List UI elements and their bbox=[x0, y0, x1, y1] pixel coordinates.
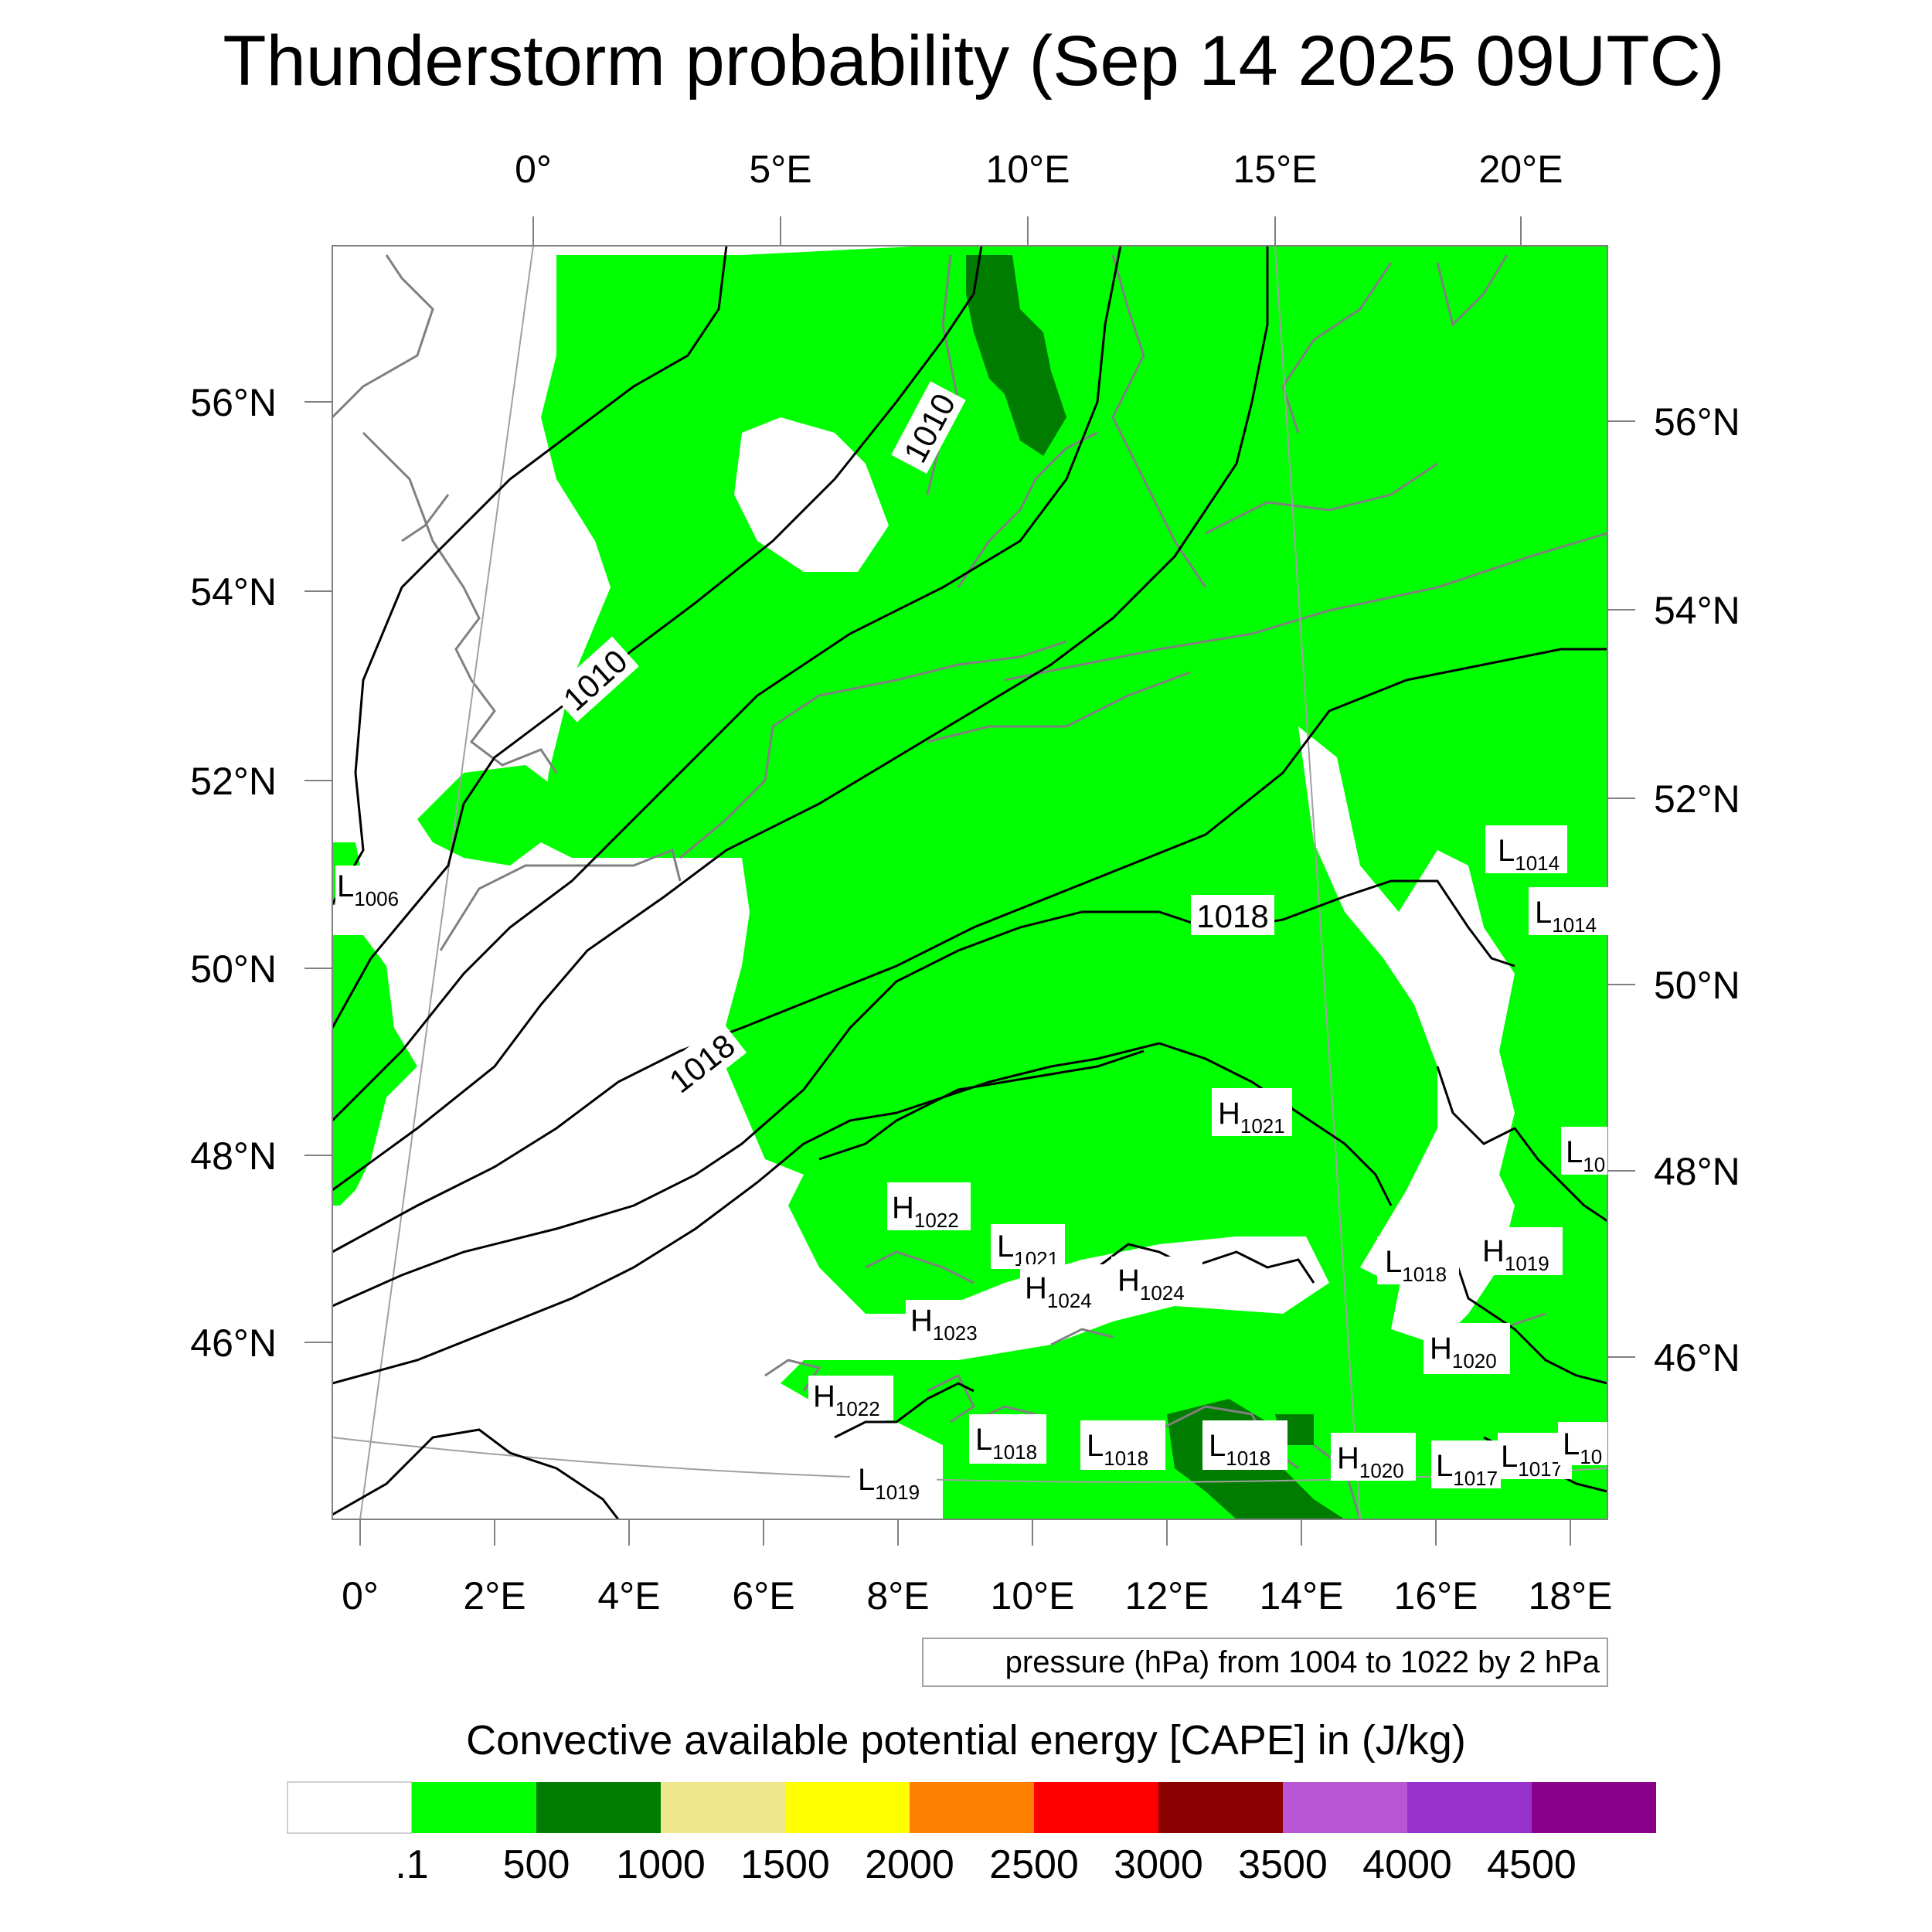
pressure-center: H1020 bbox=[1430, 1332, 1497, 1372]
tick-marks bbox=[304, 216, 1635, 1546]
colorbar-tick-label: .1 bbox=[395, 1842, 428, 1887]
right-lat-label: 46°N bbox=[1654, 1336, 1740, 1379]
pressure-center: L1019 bbox=[858, 1463, 920, 1504]
cape-gap-east bbox=[1298, 726, 1515, 1283]
left-lat-label: 50°N bbox=[190, 947, 277, 991]
colorbar-swatch bbox=[1158, 1782, 1283, 1833]
left-lat-labels: 56°N 54°N 52°N 50°N 48°N 46°N bbox=[190, 381, 277, 1365]
top-lon-label: 5°E bbox=[749, 148, 811, 191]
right-lat-label: 48°N bbox=[1654, 1150, 1740, 1193]
pressure-center: H1021 bbox=[1218, 1097, 1285, 1138]
colorbar-swatch bbox=[661, 1782, 785, 1833]
left-lat-label: 54°N bbox=[190, 570, 277, 614]
map-plot-area bbox=[332, 246, 1607, 1519]
cape-region-high-north bbox=[966, 255, 1066, 456]
pressure-center: L1018 bbox=[975, 1423, 1037, 1464]
colorbar-tick-label: 2000 bbox=[865, 1842, 954, 1887]
bottom-lon-label: 0° bbox=[342, 1574, 379, 1617]
pressure-center: L1006 bbox=[337, 869, 399, 910]
pressure-center: H1024 bbox=[1117, 1264, 1185, 1304]
top-lon-labels: 0° 5°E 10°E 15°E 20°E bbox=[515, 148, 1563, 191]
contour-info-text: pressure (hPa) from 1004 to 1022 by 2 hP… bbox=[1005, 1645, 1600, 1679]
map-title: Thunderstorm probability (Sep 14 2025 09… bbox=[223, 22, 1724, 100]
top-lon-label: 10°E bbox=[986, 148, 1070, 191]
colorbar-tick-label: 3000 bbox=[1114, 1842, 1203, 1887]
top-lon-label: 20°E bbox=[1479, 148, 1563, 191]
pressure-center: H1023 bbox=[910, 1304, 978, 1345]
bottom-lon-label: 18°E bbox=[1529, 1574, 1613, 1617]
pressure-center: H1024 bbox=[1025, 1271, 1092, 1312]
colorbar-title: Convective available potential energy [C… bbox=[466, 1717, 1466, 1764]
colorbar-swatch bbox=[412, 1782, 536, 1833]
left-lat-label: 48°N bbox=[190, 1134, 277, 1178]
colorbar-swatch bbox=[1034, 1782, 1158, 1833]
bottom-lon-label: 10°E bbox=[991, 1574, 1075, 1617]
pressure-center: H1022 bbox=[813, 1379, 880, 1420]
contour-info-box: pressure (hPa) from 1004 to 1022 by 2 hP… bbox=[922, 1638, 1608, 1687]
bottom-lon-label: 14°E bbox=[1260, 1574, 1344, 1617]
bottom-lon-label: 2°E bbox=[463, 1574, 526, 1617]
pressure-center: L10 bbox=[1566, 1135, 1605, 1176]
bottom-lon-label: 12°E bbox=[1125, 1574, 1209, 1617]
colorbar-swatch bbox=[785, 1782, 910, 1833]
colorbar-tick-label: 500 bbox=[503, 1842, 570, 1887]
pressure-center: L1018 bbox=[1087, 1429, 1148, 1470]
left-lat-label: 56°N bbox=[190, 381, 277, 424]
colorbar bbox=[287, 1781, 1656, 1834]
pressure-center: L1017 bbox=[1501, 1440, 1563, 1481]
bottom-lon-label: 8°E bbox=[866, 1574, 929, 1617]
colorbar-tick-label: 2500 bbox=[989, 1842, 1079, 1887]
pressure-center: L1018 bbox=[1209, 1429, 1270, 1470]
top-lon-label: 15°E bbox=[1233, 148, 1318, 191]
pressure-center: H1020 bbox=[1337, 1441, 1404, 1482]
colorbar-swatch bbox=[536, 1782, 661, 1833]
pressure-center: L1017 bbox=[1436, 1449, 1498, 1490]
bottom-lon-label: 6°E bbox=[732, 1574, 794, 1617]
colorbar-tick-label: 4500 bbox=[1487, 1842, 1577, 1887]
pressure-center: L10 bbox=[1563, 1427, 1602, 1468]
left-lat-label: 52°N bbox=[190, 760, 277, 803]
top-lon-label: 0° bbox=[515, 148, 552, 191]
bottom-lon-label: 4°E bbox=[597, 1574, 660, 1617]
map-frame bbox=[332, 245, 1608, 1520]
right-lat-label: 54°N bbox=[1654, 589, 1740, 632]
colorbar-swatch bbox=[910, 1782, 1034, 1833]
isobars bbox=[332, 246, 1607, 1519]
cape-gap-north bbox=[734, 417, 889, 572]
colorbar-swatch bbox=[1283, 1782, 1407, 1833]
cape-region-west bbox=[332, 935, 417, 1206]
colorbar-tick-label: 1500 bbox=[740, 1842, 830, 1887]
pressure-center: L1014 bbox=[1535, 896, 1597, 937]
colorbar-swatch bbox=[1532, 1782, 1656, 1833]
colorbar-tick-label: 1000 bbox=[616, 1842, 706, 1887]
pressure-centers: L1006 L1014 L1014 H1021 L10 H1022 L1021 bbox=[335, 825, 1609, 1504]
right-lat-label: 52°N bbox=[1654, 777, 1740, 821]
pressure-center: H1019 bbox=[1482, 1234, 1549, 1275]
colorbar-tick-label: 3500 bbox=[1238, 1842, 1328, 1887]
colorbar-tick-label: 4000 bbox=[1362, 1842, 1452, 1887]
right-lat-label: 50°N bbox=[1654, 964, 1740, 1007]
left-lat-label: 46°N bbox=[190, 1321, 277, 1365]
bottom-lon-labels: 0° 2°E 4°E 6°E 8°E 10°E 12°E 14°E 16°E 1… bbox=[342, 1574, 1612, 1617]
bottom-lon-label: 16°E bbox=[1394, 1574, 1478, 1617]
colorbar-tick-labels: .1 500 1000 1500 2000 2500 3000 3500 400… bbox=[395, 1842, 1577, 1887]
colorbar-swatch bbox=[287, 1781, 413, 1834]
right-lat-label: 56°N bbox=[1654, 400, 1740, 444]
pressure-center: H1022 bbox=[892, 1191, 959, 1232]
pressure-center: L1018 bbox=[1385, 1245, 1447, 1286]
pressure-center: L1014 bbox=[1498, 834, 1560, 875]
right-lat-labels: 56°N 54°N 52°N 50°N 48°N 46°N bbox=[1654, 400, 1740, 1379]
isobar-label: 1018 bbox=[1196, 898, 1268, 934]
colorbar-swatch bbox=[1407, 1782, 1532, 1833]
